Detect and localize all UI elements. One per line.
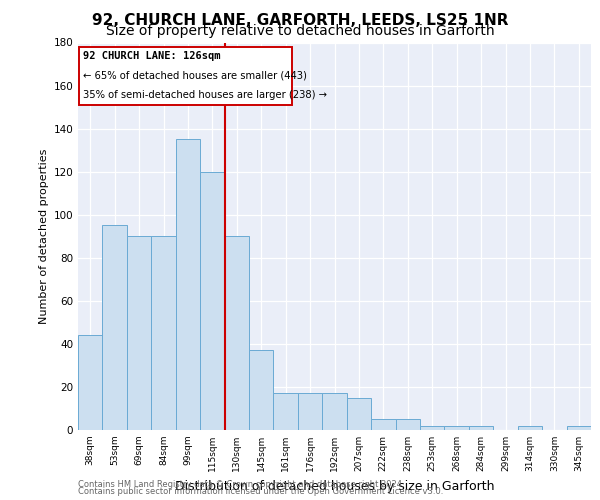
X-axis label: Distribution of detached houses by size in Garforth: Distribution of detached houses by size … <box>175 480 494 492</box>
Bar <box>469 426 493 430</box>
Bar <box>127 236 151 430</box>
Bar <box>224 236 249 430</box>
Text: Contains HM Land Registry data © Crown copyright and database right 2024.: Contains HM Land Registry data © Crown c… <box>78 480 404 489</box>
Text: 92, CHURCH LANE, GARFORTH, LEEDS, LS25 1NR: 92, CHURCH LANE, GARFORTH, LEEDS, LS25 1… <box>92 13 508 28</box>
Text: 35% of semi-detached houses are larger (238) →: 35% of semi-detached houses are larger (… <box>83 90 327 100</box>
FancyBboxPatch shape <box>79 47 292 105</box>
Text: 92 CHURCH LANE: 126sqm: 92 CHURCH LANE: 126sqm <box>83 51 220 61</box>
Text: Contains public sector information licensed under the Open Government Licence v3: Contains public sector information licen… <box>78 487 443 496</box>
Bar <box>78 336 103 430</box>
Bar <box>566 426 591 430</box>
Bar <box>200 172 224 430</box>
Bar <box>347 398 371 430</box>
Bar <box>371 419 395 430</box>
Bar <box>151 236 176 430</box>
Bar <box>249 350 274 430</box>
Bar <box>103 226 127 430</box>
Bar <box>322 394 347 430</box>
Bar <box>518 426 542 430</box>
Text: ← 65% of detached houses are smaller (443): ← 65% of detached houses are smaller (44… <box>83 70 307 81</box>
Bar <box>176 140 200 430</box>
Bar <box>445 426 469 430</box>
Bar <box>274 394 298 430</box>
Bar <box>395 419 420 430</box>
Bar <box>298 394 322 430</box>
Text: Size of property relative to detached houses in Garforth: Size of property relative to detached ho… <box>106 24 494 38</box>
Y-axis label: Number of detached properties: Number of detached properties <box>39 148 49 324</box>
Bar <box>420 426 445 430</box>
